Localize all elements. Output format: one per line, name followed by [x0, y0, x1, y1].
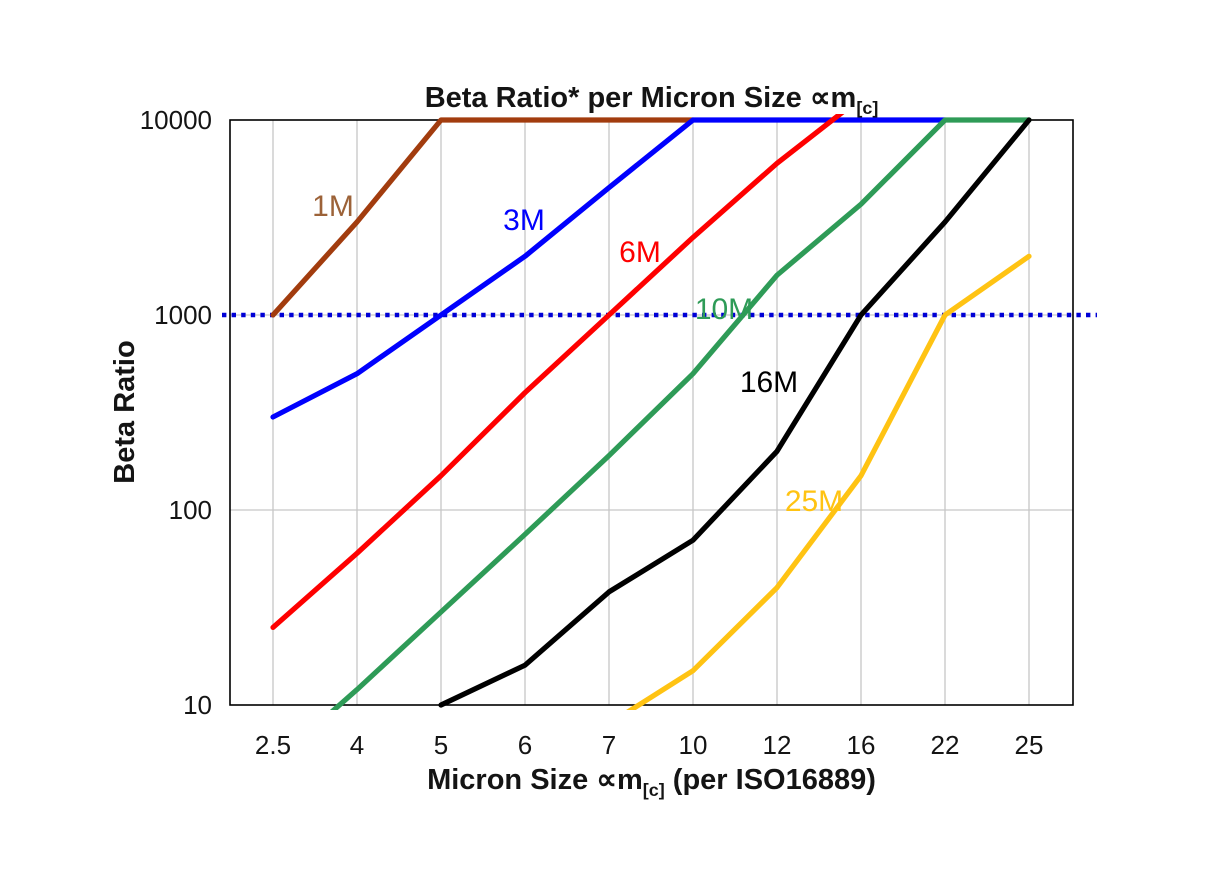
- x-tick-label: 16: [847, 730, 876, 760]
- x-tick-label: 10: [679, 730, 708, 760]
- series-label-10m: 10M: [695, 293, 753, 326]
- series-line-16m: [438, 117, 1032, 708]
- x-tick-label: 4: [350, 730, 364, 760]
- series-line-6m: [270, 114, 845, 631]
- x-axis-title-suffix: (per ISO16889): [664, 764, 876, 796]
- y-axis-title: Beta Ratio: [109, 340, 141, 484]
- y-tick-label: 10: [183, 690, 212, 720]
- series-line-10m: [329, 117, 1032, 710]
- x-tick-label: 22: [931, 730, 960, 760]
- series-label-16m: 16M: [740, 366, 798, 399]
- chart-title-subscript: [c]: [856, 97, 879, 118]
- series-label-6m: 6M: [619, 236, 661, 269]
- y-tick-label: 100: [169, 495, 212, 525]
- series-label-1m: 1M: [312, 190, 354, 223]
- x-axis-title-subscript: [c]: [642, 779, 665, 800]
- x-tick-label: 25: [1015, 730, 1044, 760]
- series-line-25m: [626, 253, 1032, 710]
- x-tick-label: 2.5: [255, 730, 291, 760]
- y-tick-label: 1000: [154, 300, 212, 330]
- x-tick-label: 5: [434, 730, 448, 760]
- x-axis-title-text: Micron Size ∝m: [427, 764, 643, 796]
- series-line-1m: [270, 117, 696, 318]
- x-axis-title: Micron Size ∝m[c] (per ISO16889): [230, 762, 1073, 800]
- series-label-3m: 3M: [503, 204, 545, 237]
- y-tick-label: 10000: [140, 105, 212, 135]
- x-tick-label: 6: [518, 730, 532, 760]
- x-tick-label: 7: [602, 730, 616, 760]
- x-tick-label: 12: [763, 730, 792, 760]
- chart-title: Beta Ratio* per Micron Size ∝m[c]: [230, 80, 1073, 118]
- chart-title-text: Beta Ratio* per Micron Size ∝m: [424, 82, 857, 114]
- series-label-25m: 25M: [785, 485, 843, 518]
